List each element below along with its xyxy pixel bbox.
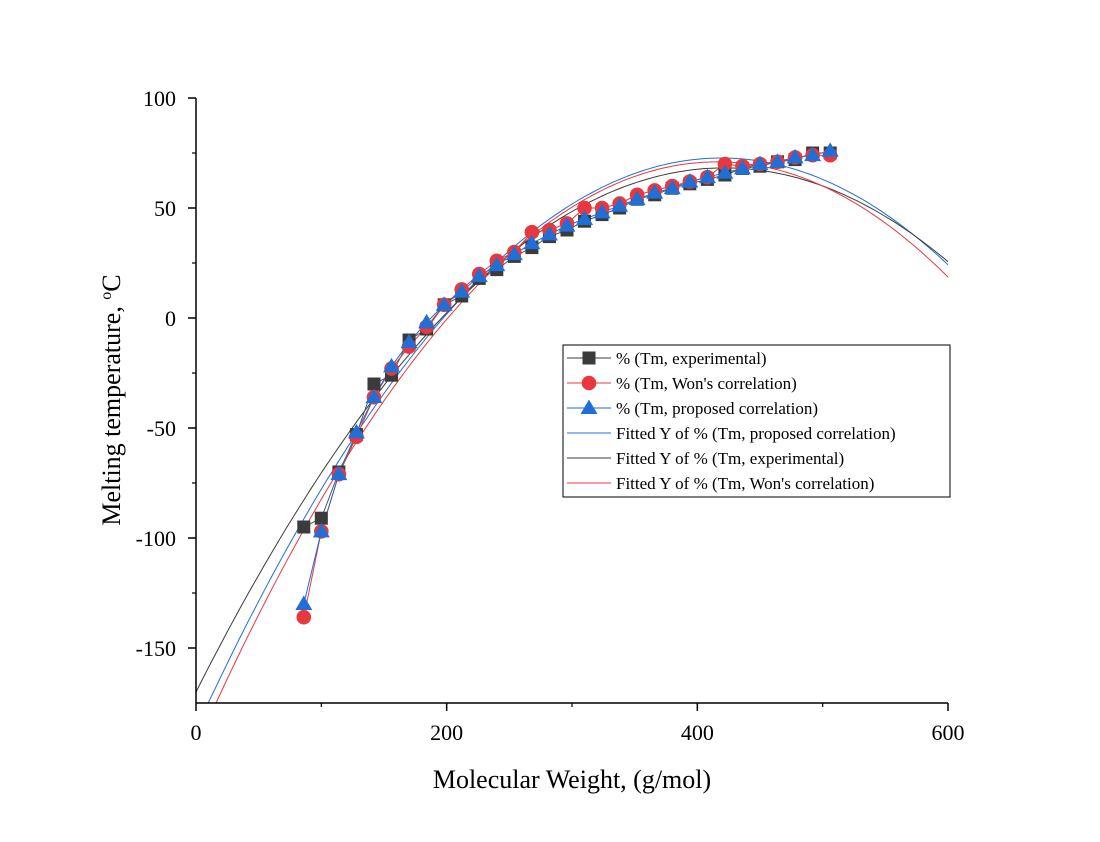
marker-triangle [330,465,348,481]
marker-triangle [769,153,787,168]
marker-triangle [558,217,576,232]
marker-circle [296,609,312,625]
legend-item: Fitted Y of % (Tm, proposed correlation) [567,424,896,443]
legend-label: % (Tm, proposed correlation) [616,399,818,418]
marker-triangle [435,296,453,311]
marker-triangle [698,168,716,184]
legend: % (Tm, experimental) % (Tm, Won's correla… [562,344,951,498]
marker-square [314,511,328,525]
marker-circle [581,375,597,391]
marker-triangle [646,184,664,199]
x-tick-label: 600 [932,720,965,745]
marker-triangle [523,234,541,250]
marker-triangle [821,142,839,157]
marker-circle [524,224,540,240]
marker-triangle [593,203,611,219]
marker-triangle [576,210,594,225]
marker-triangle [453,283,471,298]
marker-square [367,377,381,391]
legend-item: % (Tm, experimental) [567,349,767,368]
marker-circle [577,200,592,216]
marker-triangle [418,313,436,329]
legend-box [562,344,951,498]
marker-triangle [505,245,523,261]
x-tick-label: 400 [681,720,714,745]
marker-square [297,520,311,534]
marker-triangle [628,190,646,206]
marker-triangle [400,333,418,349]
marker-triangle [681,173,699,188]
fit-curve [207,157,948,703]
marker-triangle [611,197,629,212]
series-markers [295,142,839,610]
y-axis-title-main: Melting temperature, [97,300,126,526]
x-tick-label: 200 [430,720,463,745]
legend-item: % (Tm, proposed correlation) [567,399,818,418]
legend-label: Fitted Y of % (Tm, Won's correlation) [616,474,874,493]
legend-label: Fitted Y of % (Tm, proposed correlation) [616,424,896,443]
marker-triangle [733,159,751,175]
fitted-curves [196,157,948,703]
y-tick-label: -50 [147,416,176,441]
y-tick-label: 0 [165,306,176,331]
y-tick-label: -100 [136,526,176,551]
marker-triangle [540,225,558,241]
legend-label: Fitted Y of % (Tm, experimental) [616,449,844,468]
marker-triangle [751,155,769,170]
marker-triangle [383,357,400,373]
y-axis-title-unit: C [97,274,126,291]
marker-triangle [295,595,313,610]
legend-item: Fitted Y of % (Tm, Won's correlation) [567,474,874,493]
y-axis-title-degree: o [98,292,115,300]
marker-square [582,351,596,365]
marker-triangle [470,267,488,283]
legend-label: % (Tm, Won's correlation) [616,374,797,393]
legend-item: Fitted Y of % (Tm, experimental) [567,449,844,468]
marker-triangle [804,146,822,162]
axis-ticks: 0 200 400 600 -150 -100 -50 0 50 100 [136,86,965,745]
marker-triangle [347,423,365,439]
marker-triangle [580,399,598,414]
x-axis-title: Molecular Weight, (g/mol) [433,765,711,794]
y-tick-label: -150 [136,636,176,661]
marker-circle [717,156,733,172]
marker-triangle [488,256,506,272]
y-tick-label: 100 [143,86,176,111]
marker-triangle [716,164,734,179]
x-tick-label: 0 [191,720,202,745]
marker-triangle [365,388,383,404]
y-axis-title: Melting temperature, oC [97,274,126,525]
marker-triangle [312,522,330,538]
data-series [295,142,839,625]
fit-curve [215,161,948,703]
legend-item: % (Tm, Won's correlation) [567,374,797,393]
y-tick-label: 50 [154,196,176,221]
marker-triangle [786,148,804,164]
marker-triangle [663,179,681,195]
legend-label: % (Tm, experimental) [616,349,767,368]
